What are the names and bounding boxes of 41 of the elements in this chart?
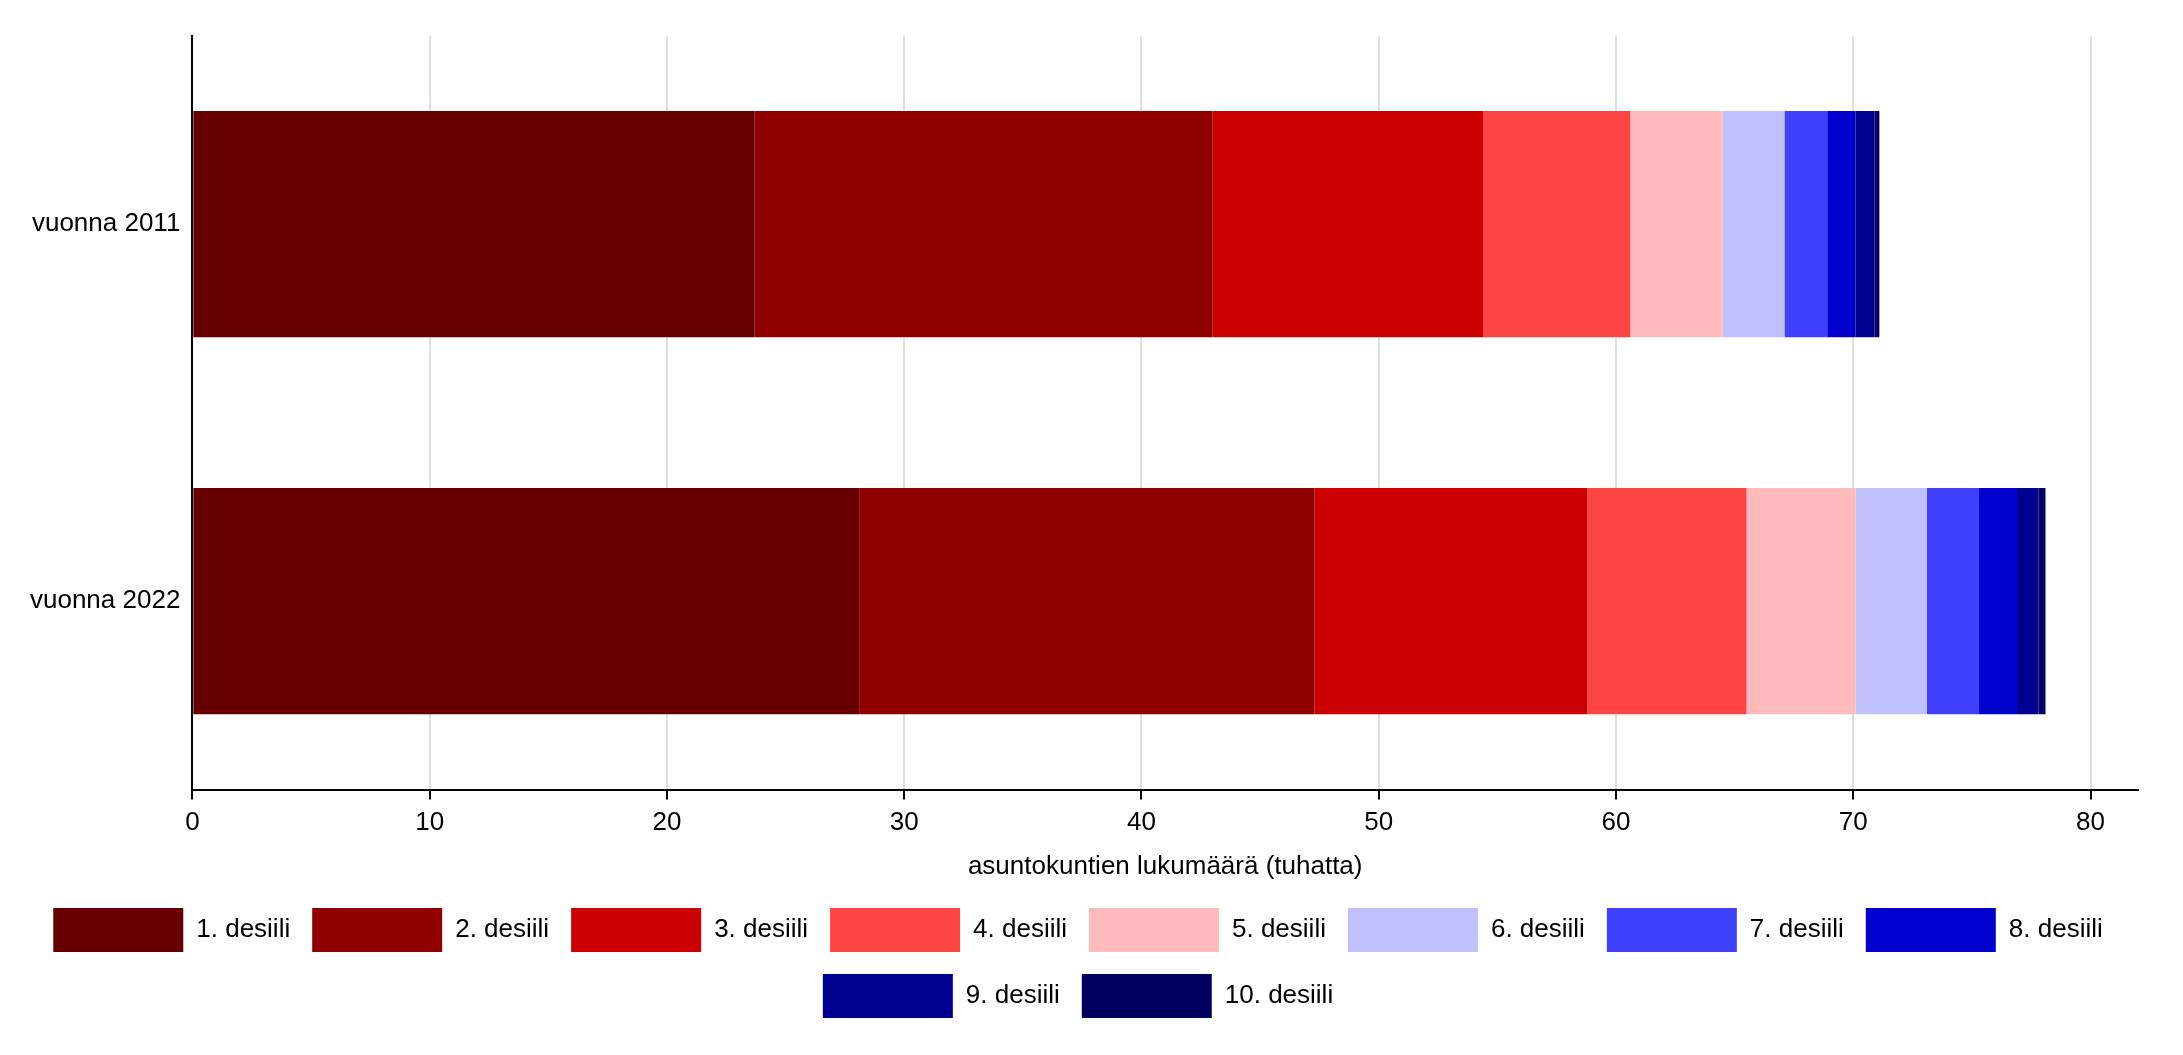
bar [1926, 488, 1980, 715]
bar [1746, 488, 1856, 715]
bar [1483, 111, 1631, 338]
legend-label: 1. desiili [196, 913, 291, 944]
bar [193, 111, 755, 338]
legend-label: 5. desiili [1232, 913, 1326, 944]
bar [1314, 488, 1588, 715]
x-tick-label: 20 [652, 806, 682, 837]
bar [1855, 111, 1875, 338]
bar [1212, 111, 1484, 338]
bar [859, 488, 1315, 715]
x-tick-label: 80 [2076, 806, 2106, 837]
bar [754, 111, 1213, 338]
x-tick-label: 10 [415, 806, 445, 837]
bar [1722, 111, 1785, 338]
legend-label: 9. desiili [965, 979, 1060, 1010]
legend-label: 2. desiili [455, 913, 550, 944]
legend-label: 10. desiili [1224, 979, 1334, 1010]
x-tick-label: 0 [185, 806, 200, 837]
bar [1630, 111, 1723, 338]
x-tick-label: 70 [1838, 806, 1868, 837]
bar [1827, 111, 1856, 338]
bar [1979, 488, 2017, 715]
legend-label: 7. desiili [1749, 913, 1844, 944]
legend-label: 8. desiili [2008, 913, 2103, 944]
x-tick-label: 30 [889, 806, 919, 837]
x-tick-label: 50 [1364, 806, 1394, 837]
bar [1587, 488, 1747, 715]
x-tick-label: 60 [1601, 806, 1631, 837]
bar [1855, 488, 1927, 715]
bar [2016, 488, 2039, 715]
x-axis-title: asuntokuntien lukumäärä (tuhatta) [967, 849, 1363, 880]
legend-label: 6. desiili [1490, 913, 1585, 944]
legend-label: 3. desiili [714, 913, 809, 944]
legend-label: 4. desiili [973, 913, 1067, 944]
y-tick-label: vuonna 2022 [29, 584, 181, 615]
bar [1784, 111, 1828, 338]
y-tick-label: vuonna 2011 [31, 207, 181, 238]
x-tick-label: 40 [1126, 806, 1156, 837]
bar [2038, 488, 2046, 715]
bar [193, 488, 860, 715]
